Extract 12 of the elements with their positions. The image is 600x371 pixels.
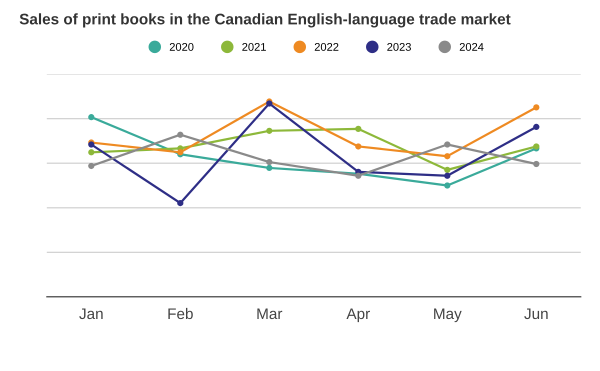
chart-title: Sales of print books in the Canadian English-language trade market [20, 13, 511, 28]
x-tick-label: Apr [346, 308, 370, 322]
legend-label: 2023 [387, 43, 411, 51]
x-tick-label: Feb [168, 308, 193, 320]
legend-label: 2021 [242, 43, 266, 51]
legend-label: 2024 [460, 43, 484, 51]
x-tick-label: Jun [524, 308, 548, 320]
x-tick-label: May [434, 308, 462, 322]
legend-label: 2020 [170, 43, 194, 51]
legend-label: 2022 [314, 43, 338, 51]
x-tick-label: Jan [79, 308, 103, 320]
x-tick-label: Mar [257, 308, 282, 320]
